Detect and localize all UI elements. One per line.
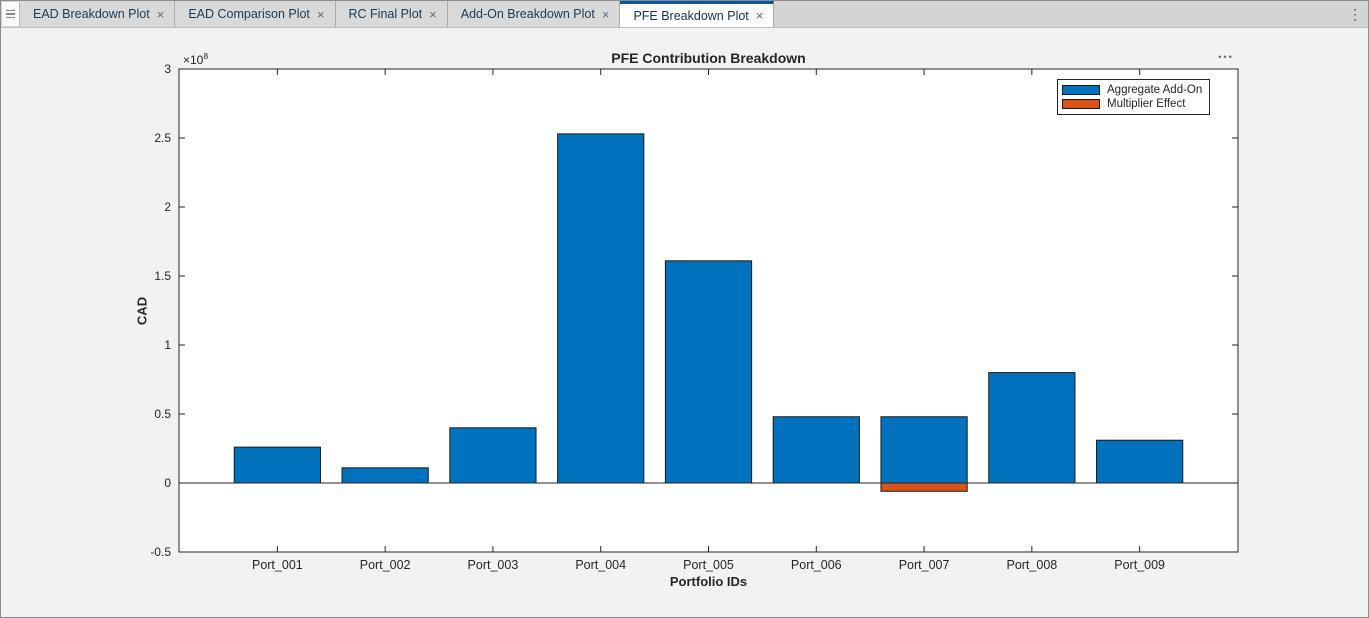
tab-close-icon[interactable]: × [156,6,165,22]
y-tick-label: 0 [164,476,171,490]
tab-list-button[interactable] [2,2,20,26]
y-tick-label: 2 [164,200,171,214]
bar-port-007-multiplier-effect[interactable] [880,482,968,492]
y-tick-label: 2.5 [154,131,171,145]
tab-label: Add-On Breakdown Plot [460,7,595,21]
bar-port-006-aggregate-add-on[interactable] [772,416,860,484]
y-tick-label: 0.5 [154,407,171,421]
tab-label: RC Final Plot [348,7,423,21]
tab-rc-final-plot[interactable]: RC Final Plot × [335,1,448,27]
bar-port-007-aggregate-add-on[interactable] [880,416,968,484]
y-tick-label: -0.5 [150,545,171,559]
x-tick-label: Port_003 [468,558,519,572]
bar-port-002-aggregate-add-on[interactable] [341,467,429,484]
bar-port-004-aggregate-add-on[interactable] [557,133,645,484]
bar-port-005-aggregate-add-on[interactable] [664,260,753,484]
y-axis-label: CAD [134,296,150,326]
chart-legend[interactable]: Aggregate Add-On Multiplier Effect [1057,79,1210,115]
figure-canvas: -0.5 0 0.5 1 1.5 2 2.5 3 Port_001 Port_002 Port_00… [1,28,1368,617]
y-axis-multiplier: ×108 [183,51,209,67]
tab-label: EAD Comparison Plot [188,7,310,21]
x-tick-label: Port_008 [1006,558,1057,572]
tab-label: PFE Breakdown Plot [633,8,749,23]
bar-port-009-aggregate-add-on[interactable] [1096,439,1184,484]
y-tick-label: 1 [164,338,171,352]
x-tick-label: Port_005 [683,558,734,572]
bar-port-001-aggregate-add-on[interactable] [233,446,321,484]
tab-close-icon[interactable]: × [429,6,437,22]
x-axis-label: Portfolio IDs [669,574,748,589]
legend-entry-aggregate-add-on: Aggregate Add-On [1062,83,1204,97]
legend-swatch [1062,85,1100,95]
tab-ead-breakdown-plot[interactable]: EAD Breakdown Plot × [20,1,176,27]
tab-label: EAD Breakdown Plot [33,7,150,21]
tab-bar-spacer [774,1,1342,27]
legend-label: Multiplier Effect [1107,98,1186,110]
x-tick-label: Port_002 [360,558,411,572]
tab-pfe-breakdown-plot[interactable]: PFE Breakdown Plot × [620,1,775,27]
x-tick-label: Port_009 [1114,558,1165,572]
y-tick-label: 1.5 [154,269,171,283]
legend-swatch [1062,99,1100,109]
bar-port-003-aggregate-add-on[interactable] [449,427,537,484]
bar-port-008-aggregate-add-on[interactable] [988,372,1076,484]
legend-label: Aggregate Add-On [1107,84,1203,96]
tab-ead-comparison-plot[interactable]: EAD Comparison Plot × [175,1,336,27]
bar-chart-plot: -0.5 0 0.5 1 1.5 2 2.5 3 Port_001 Port_002 Port_00… [150,62,1239,572]
x-tick-label: Port_001 [252,558,303,572]
tab-add-on-breakdown-plot[interactable]: Add-On Breakdown Plot × [447,1,621,27]
x-tick-label: Port_007 [899,558,950,572]
tab-overflow-button[interactable]: ⋮ [1348,5,1362,22]
tab-strip: EAD Breakdown Plot × EAD Comparison Plot × R… [20,1,775,27]
tab-close-icon[interactable]: × [755,8,764,23]
x-tick-label: Port_004 [575,558,626,572]
tab-close-icon[interactable]: × [601,6,610,22]
legend-entry-multiplier-effect: Multiplier Effect [1062,97,1204,111]
y-tick-label: 3 [164,62,171,76]
axes-toolbar-options-icon[interactable]: ••• [1218,52,1234,62]
chart-title: PFE Contribution Breakdown [611,50,806,66]
figure-tab-bar: EAD Breakdown Plot × EAD Comparison Plot × R… [1,1,1368,28]
tab-close-icon[interactable]: × [316,6,325,22]
tab-list-icon [6,8,15,21]
x-tick-label: Port_006 [791,558,842,572]
